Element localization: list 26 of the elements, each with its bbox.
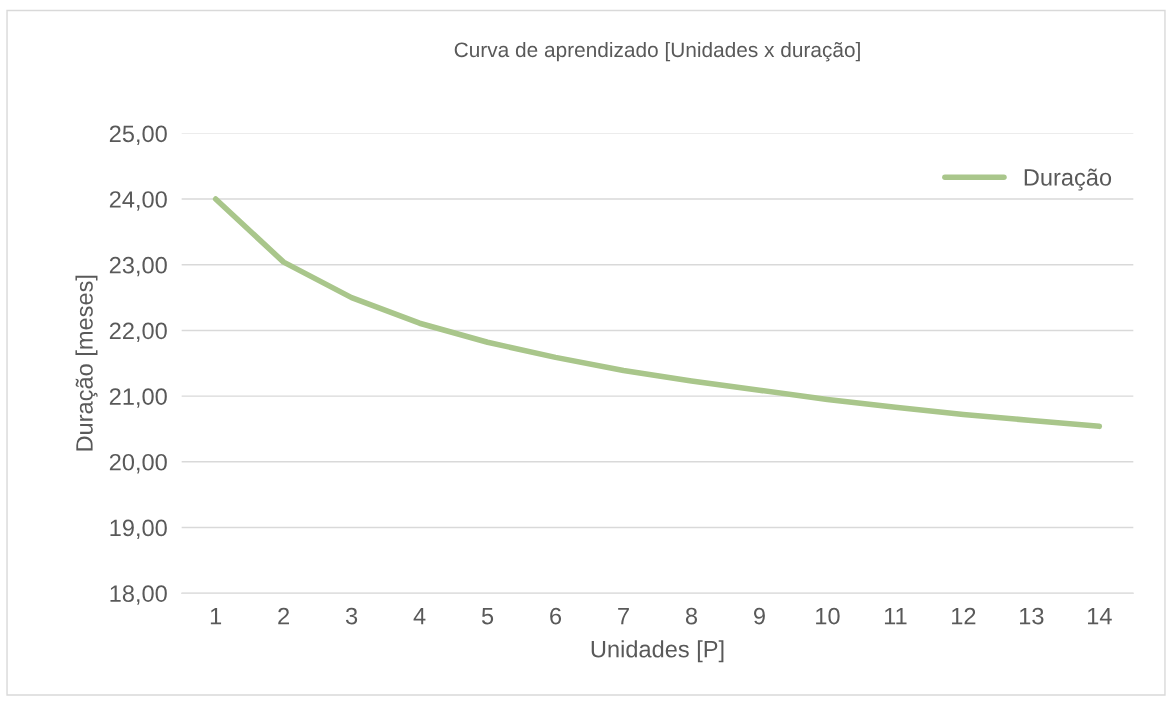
x-tick-label: 3 [345,607,358,625]
legend-label: Duração [1024,168,1112,191]
y-tick-label: 22,00 [109,322,167,343]
x-tick-label: 14 [1088,607,1112,625]
x-tick-label: 4 [413,607,426,625]
x-tick-label: 9 [754,607,765,625]
x-tick-label: 8 [685,607,698,625]
x-tick-label: 7 [618,607,629,625]
x-tick-label: 6 [550,607,562,625]
x-tick-label: 10 [816,607,840,625]
x-tick-label: 11 [884,607,907,625]
y-tick-label: 25,00 [109,125,167,145]
y-tick-label: 24,00 [109,191,167,211]
x-tick-label: 1 [210,607,222,625]
x-tick-label: 2 [278,607,289,625]
x-tick-label: 13 [1020,607,1044,625]
x-tick-label: 5 [481,607,494,625]
y-tick-label: 19,00 [110,519,167,540]
x-axis-title: Unidades [P] [591,640,724,663]
y-axis-title: Duração [meses] [75,275,98,451]
y-tick-label: 20,00 [109,453,167,474]
y-tick-label: 23,00 [109,256,167,277]
x-tick-label: 12 [952,607,976,625]
y-tick-label: 18,00 [110,585,167,605]
y-tick-label: 21,00 [109,388,167,408]
chart-title: Curva de aprendizado [Unidades x duração] [454,41,860,62]
